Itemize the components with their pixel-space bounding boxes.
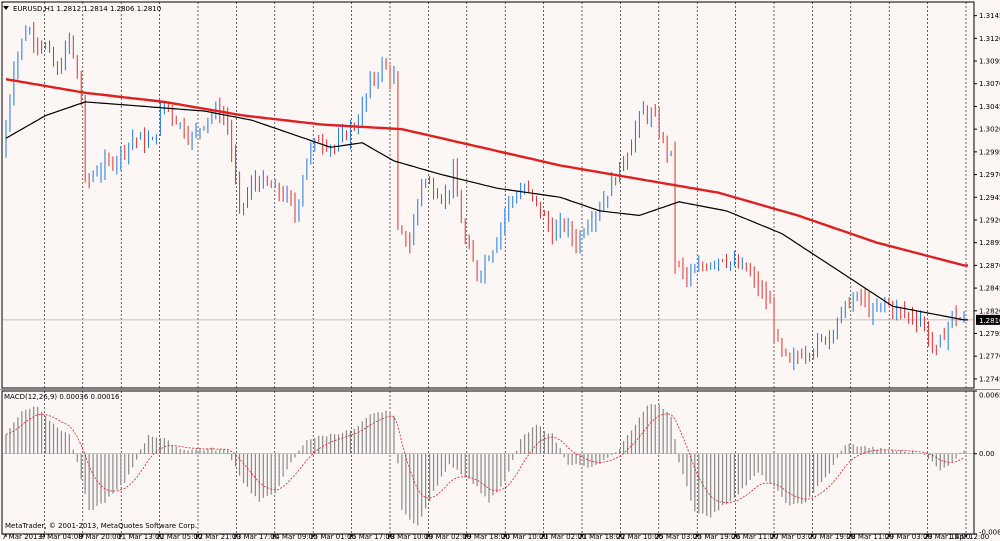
x-tick-label: 12 Mar 21:00 (194, 533, 241, 541)
y-tick-label: 1.2845 (979, 285, 1000, 293)
candles (5, 21, 965, 371)
y-tick-label: 1.3045 (979, 103, 1000, 111)
y-tick-label: 1.2920 (979, 216, 1000, 224)
price-axis: 1.3145 1.3120 1.3095 1.3070 1.3045 1.3020 1.29… (974, 12, 1000, 383)
y-tick-label: 1.2770 (979, 353, 1000, 361)
x-tick-label: 19 Mar 02:00 (424, 533, 471, 541)
x-tick-label: 29 Mar 03:00 (885, 533, 932, 541)
y-tick-label: 1.2795 (979, 330, 1000, 338)
x-tick-label: 8 Mar 04:00 (40, 533, 82, 541)
x-tick-label: 27 Mar 03:00 (770, 533, 817, 541)
x-tick-label: 14 Mar 09:00 (271, 533, 318, 541)
y-tick-label: 1.2945 (979, 194, 1000, 202)
y-tick-label: 1.2870 (979, 262, 1000, 270)
x-tick-label: 25 Mar 19:00 (693, 533, 740, 541)
y-tick-label: 1.3020 (979, 126, 1000, 134)
macd-histogram (2, 404, 974, 526)
y-tick-label: 1.2820 (979, 307, 1000, 315)
x-tick-label: 18 Mar 10:00 (386, 533, 433, 541)
current-price-label: 1.2810 (979, 317, 1000, 325)
y-tick-label: 1.3070 (979, 80, 1000, 88)
x-tick-label: 7 Mar 2013 (2, 533, 42, 541)
current-price-tag (976, 314, 1000, 325)
copyright-footer: MetaTrader, © 2001-2013, MetaQuotes Soft… (5, 522, 197, 530)
x-tick-label: 11 Mar 13:00 (117, 533, 164, 541)
y-tick-label: 1.2995 (979, 148, 1000, 156)
y-tick-label: 1.2745 (979, 375, 1000, 383)
macd-panel-frame (1, 390, 975, 535)
macd-tick-label: 0.00654 (979, 392, 1000, 400)
y-tick-label: 1.3120 (979, 35, 1000, 43)
symbol-header: EURUSD,H1 1.2812 1.2814 1.2806 1.2810 (13, 5, 161, 13)
y-tick-label: 1.2970 (979, 171, 1000, 179)
macd-signal-line (5, 413, 965, 504)
moving-average-fast (5, 101, 968, 321)
x-tick-label: 22 Mar 10:00 (616, 533, 663, 541)
x-tick-label: 20 Mar 10:00 (501, 533, 548, 541)
x-tick-label: 12 Mar 05:00 (156, 533, 203, 541)
x-tick-label: 27 Mar 19:00 (808, 533, 855, 541)
x-tick-label: 29 Mar 19:00 (924, 533, 971, 541)
macd-tick-label: -0.00837 (979, 529, 1000, 537)
y-tick-label: 1.2895 (979, 239, 1000, 247)
macd-tick-label: 0.00 (979, 450, 995, 458)
x-tick-label: 15 Mar 01:00 (309, 533, 356, 541)
x-tick-label: 21 Mar 18:00 (578, 533, 625, 541)
macd-header: MACD(12,26,9) 0.00036 0.00016 (4, 393, 120, 401)
macd-axis: 0.00654 0.00 -0.00837 (974, 390, 1000, 537)
x-tick-label: 25 Mar 03:00 (655, 533, 702, 541)
x-tick-label: 19 Mar 18:00 (463, 533, 510, 541)
main-panel-frame (1, 1, 975, 389)
x-tick-label: 8 Mar 20:00 (79, 533, 121, 541)
x-tick-label: 26 Mar 11:00 (732, 533, 779, 541)
x-tick-label: 1 Apr 12:00 (948, 533, 989, 541)
y-tick-label: 1.3095 (979, 58, 1000, 66)
moving-average-slow (5, 78, 968, 267)
y-tick-label: 1.3145 (979, 12, 1000, 20)
x-tick-label: 15 Mar 17:00 (348, 533, 395, 541)
x-tick-label: 21 Mar 02:00 (540, 533, 587, 541)
x-tick-label: 13 Mar 17:00 (232, 533, 279, 541)
triangle-down-icon (3, 6, 9, 10)
x-tick-label: 28 Mar 11:00 (847, 533, 894, 541)
